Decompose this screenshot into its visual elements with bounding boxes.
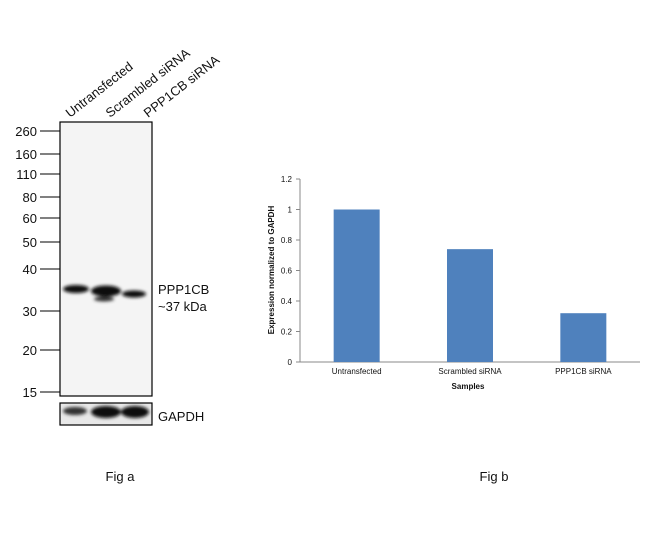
marker-label: 15 (23, 385, 37, 400)
band (94, 296, 114, 302)
band (91, 406, 121, 418)
y-tick-label: 0.6 (281, 267, 293, 276)
band-size: ~37 kDa (158, 299, 208, 314)
bar (447, 249, 493, 362)
band (63, 407, 87, 415)
x-axis-label: Samples (452, 382, 485, 391)
y-tick-label: 1 (288, 206, 293, 215)
band-label: PPP1CB (158, 282, 209, 297)
bar (560, 313, 607, 362)
marker-label: 160 (15, 147, 37, 162)
band (121, 406, 149, 418)
marker-label: 20 (23, 343, 37, 358)
marker-label: 260 (15, 124, 37, 139)
bar (333, 209, 380, 362)
band (63, 285, 89, 293)
marker-label: 50 (23, 235, 37, 250)
x-tick-label: Untransfected (332, 367, 382, 376)
caption: Fig b (480, 469, 509, 484)
marker-label: 30 (23, 304, 37, 319)
band (122, 290, 146, 298)
y-tick-label: 0.2 (281, 328, 293, 337)
bands (63, 285, 149, 418)
marker-label: 110 (16, 167, 37, 182)
y-axis-label: Expression normalized to GAPDH (267, 206, 276, 335)
blot-membrane (59, 121, 153, 397)
marker-label: 40 (23, 262, 37, 277)
marker-label: 80 (23, 190, 37, 205)
lane-label: Untransfected (63, 59, 136, 121)
y-tick-label: 0.4 (281, 297, 293, 306)
band (91, 285, 121, 297)
y-tick-label: 0 (288, 358, 293, 367)
y-tick-label: 0.8 (281, 236, 293, 245)
marker-label: 60 (23, 211, 37, 226)
y-tick-label: 1.2 (281, 175, 293, 184)
x-tick-label: Scrambled siRNA (438, 367, 502, 376)
western-blot: PPP1CB ~37 kDa GAPDH Fig a (59, 121, 209, 484)
caption: Fig a (106, 469, 136, 484)
x-tick-label: PPP1CB siRNA (555, 367, 612, 376)
loading-label: GAPDH (158, 409, 204, 424)
